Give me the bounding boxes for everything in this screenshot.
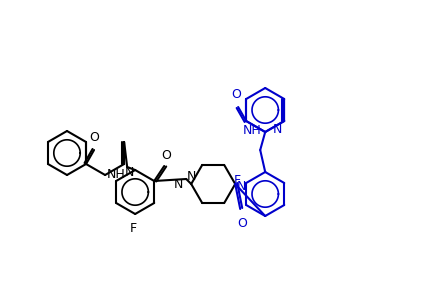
Text: O: O xyxy=(237,217,247,230)
Text: N: N xyxy=(187,170,197,184)
Text: N: N xyxy=(125,166,135,179)
Text: O: O xyxy=(161,149,171,162)
Text: N: N xyxy=(174,178,183,190)
Text: O: O xyxy=(89,131,99,144)
Text: N: N xyxy=(273,123,282,136)
Text: NH: NH xyxy=(107,168,126,181)
Text: F: F xyxy=(130,222,137,235)
Text: O: O xyxy=(231,88,241,101)
Text: N: N xyxy=(237,181,246,193)
Text: F: F xyxy=(234,173,241,187)
Text: NH: NH xyxy=(242,123,261,136)
